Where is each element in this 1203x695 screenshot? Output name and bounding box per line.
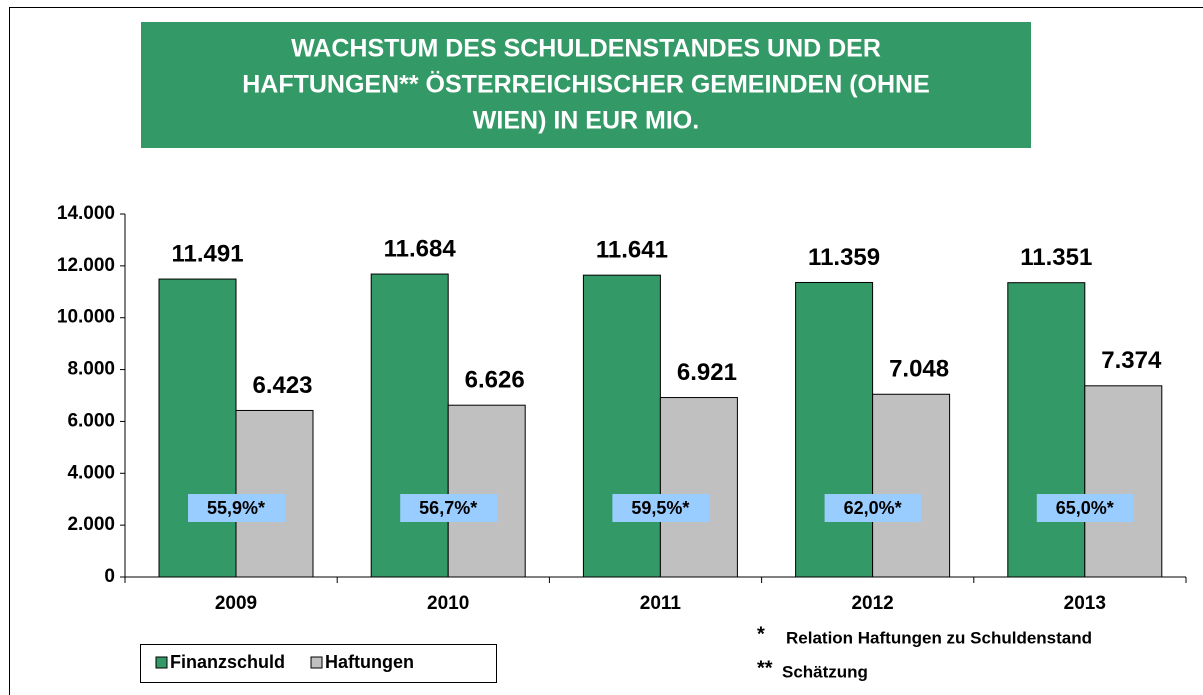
annotation: 59,5%* xyxy=(631,498,689,518)
value-label: 7.048 xyxy=(889,356,949,383)
annotation: 56,7%* xyxy=(419,498,477,518)
bar xyxy=(872,393,951,578)
value-label: 11.351 xyxy=(1020,244,1092,271)
x-tick-label: 2012 xyxy=(851,593,893,614)
annotation: 55,9%* xyxy=(207,498,265,518)
x-tick-label: 2011 xyxy=(640,593,682,614)
bar xyxy=(235,409,314,578)
y-tick-label: 12.000 xyxy=(57,255,115,276)
value-label: 11.359 xyxy=(808,244,880,271)
legend-label: Finanzschuld xyxy=(170,652,285,672)
bar xyxy=(1084,385,1163,578)
annotation: 65,0%* xyxy=(1056,498,1114,518)
value-label: 6.626 xyxy=(465,367,525,394)
annotation-box xyxy=(400,494,498,522)
y-tick-label: 4.000 xyxy=(67,462,115,483)
value-label: 6.921 xyxy=(677,359,737,386)
bar xyxy=(582,274,661,578)
y-tick-label: 10.000 xyxy=(57,307,115,328)
y-tick-label: 8.000 xyxy=(67,359,115,380)
bar xyxy=(158,278,237,578)
legend-swatch xyxy=(310,656,323,669)
annotation: 62,0%* xyxy=(844,498,902,518)
title-box xyxy=(141,22,1031,148)
footnote-text: Relation Haftungen zu Schuldenstand xyxy=(786,628,1092,647)
value-label: 6.423 xyxy=(252,372,312,399)
footnote-text: Schätzung xyxy=(782,662,868,681)
bar xyxy=(370,273,449,578)
bar xyxy=(659,397,738,578)
chart-title: HAFTUNGEN** ÖSTERREICHISCHER GEMEINDEN (… xyxy=(242,70,930,99)
footnote-mark: * xyxy=(757,623,765,645)
y-tick-label: 14.000 xyxy=(57,203,115,224)
value-label: 11.684 xyxy=(384,235,457,262)
y-tick-label: 2.000 xyxy=(67,514,115,535)
bar xyxy=(447,404,526,578)
x-tick-label: 2009 xyxy=(215,593,257,614)
value-label: 7.374 xyxy=(1101,347,1162,374)
legend-label: Haftungen xyxy=(325,652,414,672)
value-label: 11.641 xyxy=(596,237,668,264)
y-tick-label: 6.000 xyxy=(67,410,115,431)
annotation-box xyxy=(188,494,285,522)
chart-border xyxy=(9,7,1203,695)
chart-title: WIEN) IN EUR MIO. xyxy=(473,107,699,135)
chart-title: WACHSTUM DES SCHULDENSTANDES UND DER xyxy=(291,35,881,63)
x-tick-label: 2013 xyxy=(1064,593,1106,614)
annotation-box xyxy=(612,494,710,522)
bar xyxy=(795,281,874,578)
annotation-box xyxy=(824,494,922,522)
footnote-mark: ** xyxy=(757,657,773,679)
bar xyxy=(1007,282,1086,578)
value-label: 11.491 xyxy=(171,240,243,267)
legend-swatch xyxy=(155,656,168,669)
x-tick-label: 2010 xyxy=(427,593,469,614)
annotation-box xyxy=(1036,494,1134,522)
y-tick-label: 0 xyxy=(104,566,115,587)
